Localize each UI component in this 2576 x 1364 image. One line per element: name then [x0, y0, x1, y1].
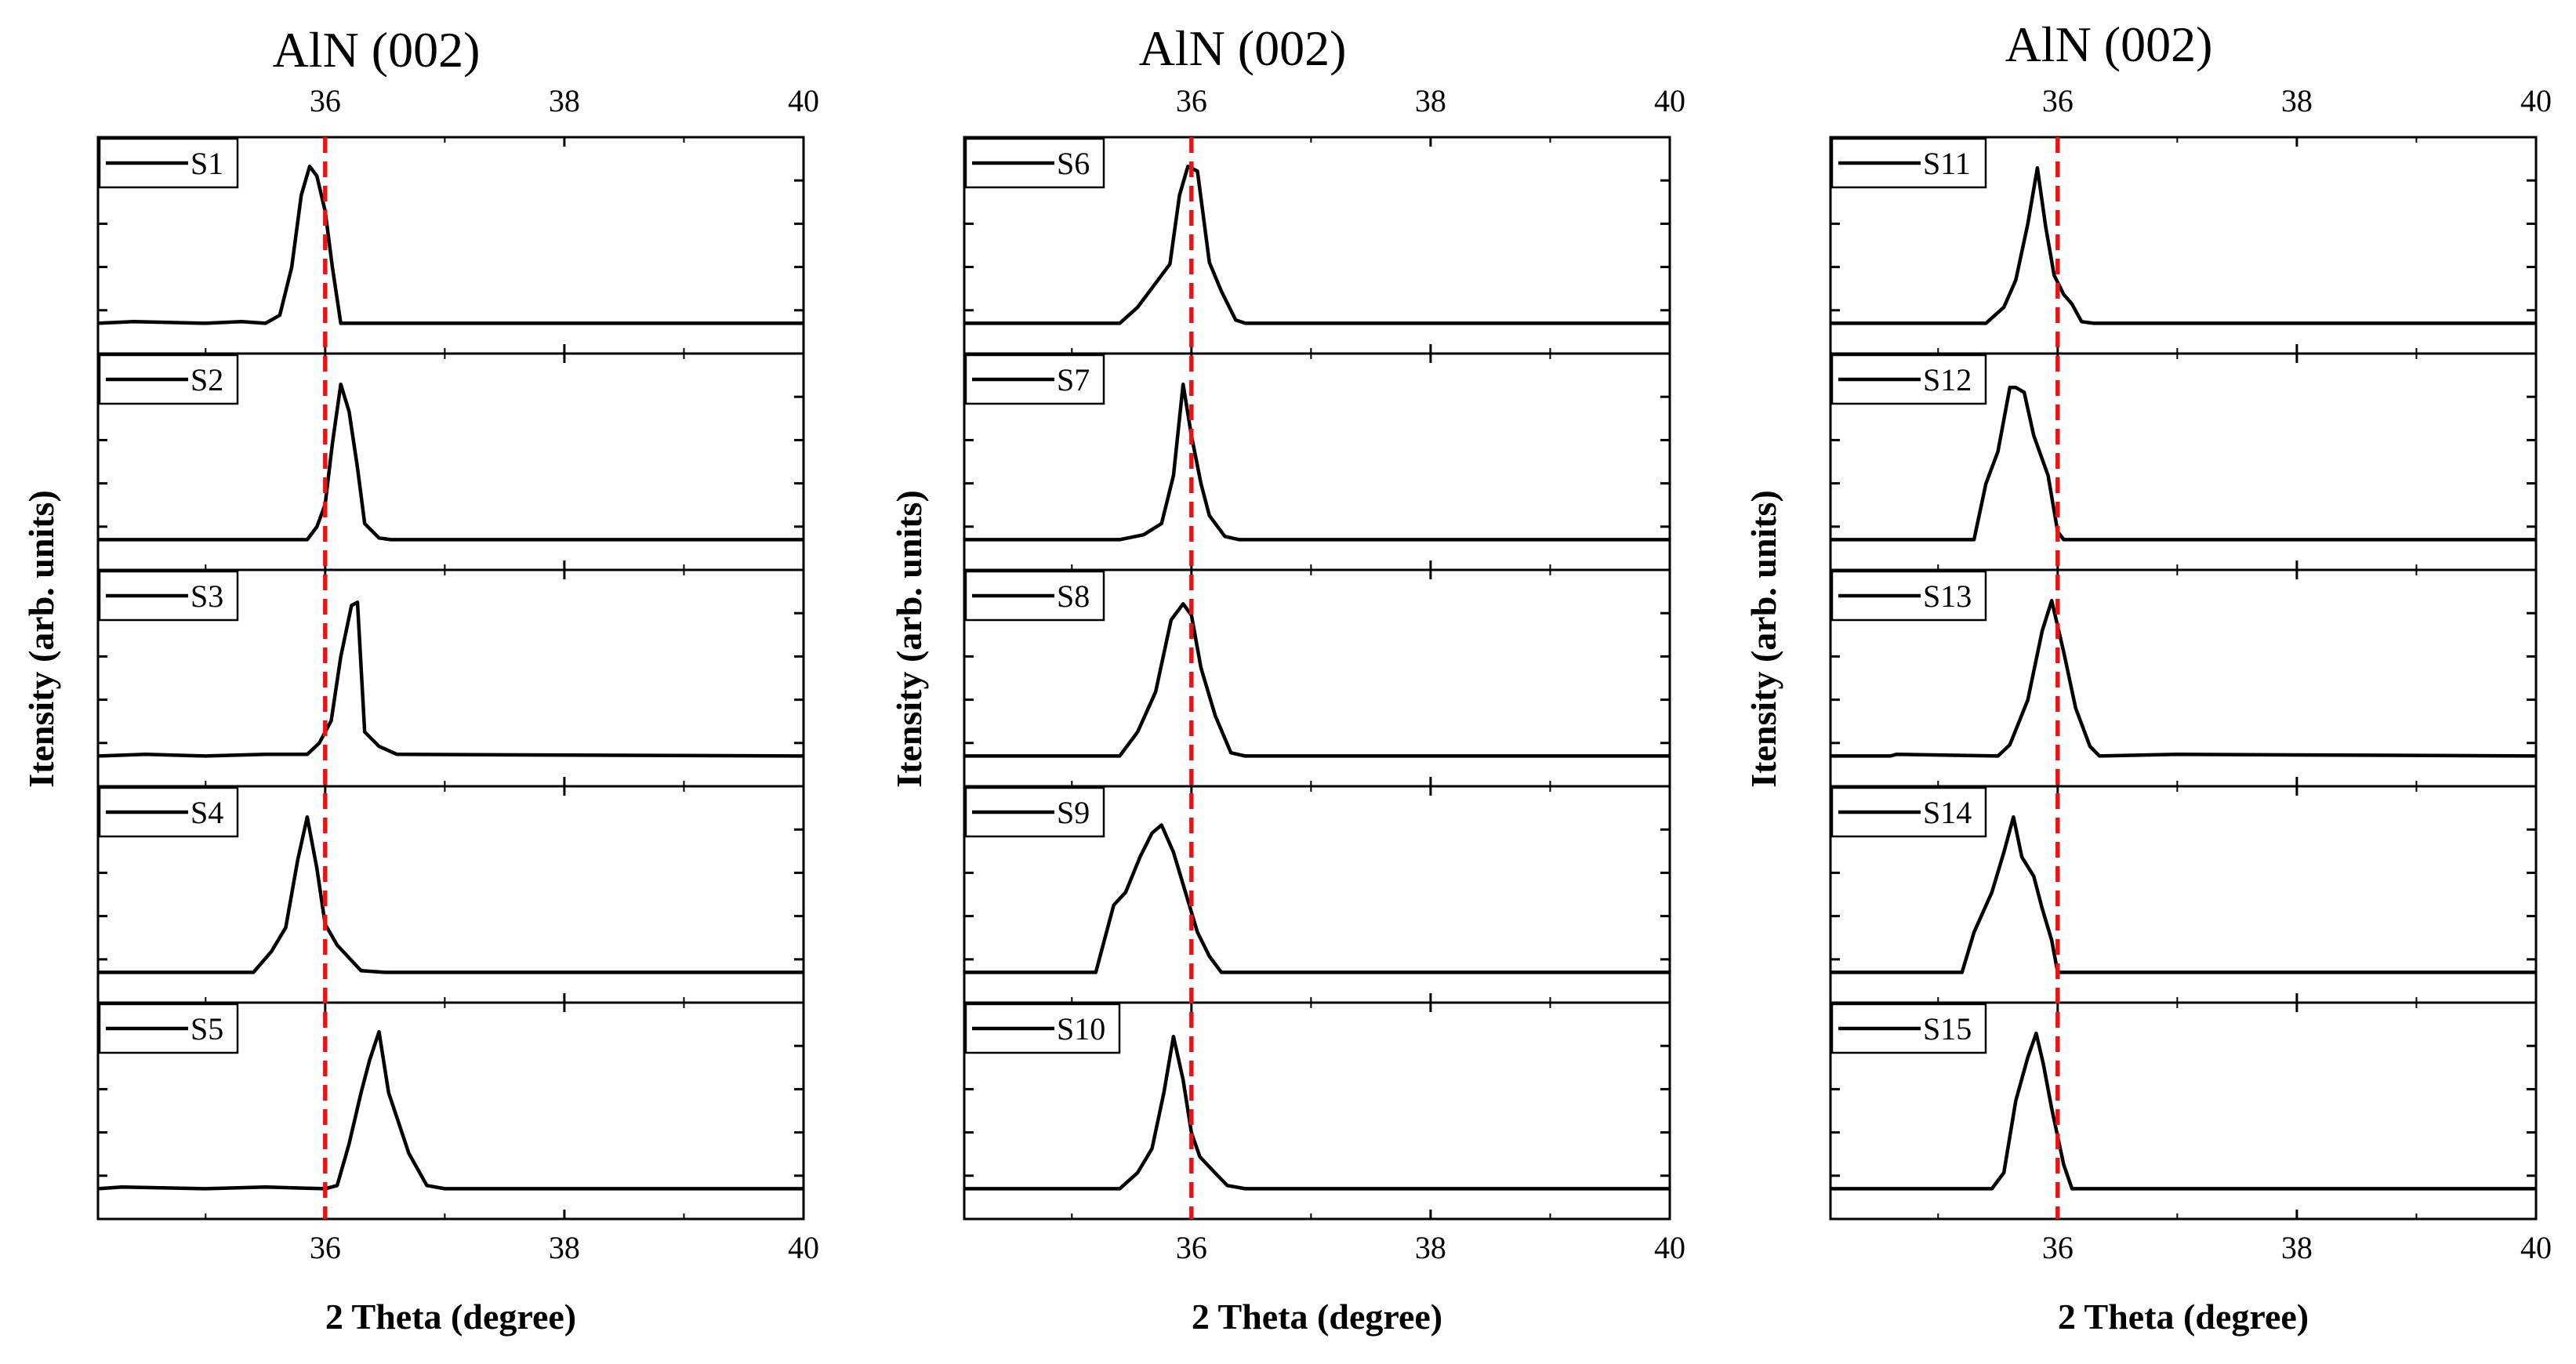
legend-s13: S13	[1830, 570, 1987, 622]
subplot-s9: S9	[963, 785, 1671, 1004]
subplot-s8: S8	[963, 568, 1671, 788]
legend-label: S6	[1057, 146, 1090, 181]
series-line-s3	[97, 600, 804, 758]
top-tick-label: 40	[788, 83, 819, 118]
legend-label: S11	[1923, 146, 1971, 181]
top-tick-label: 36	[2042, 83, 2073, 118]
legend-label: S15	[1923, 1011, 1972, 1047]
chart-panel-2: AlN (002) S6 S7 S8 S9 S10 36 38 40 36 38 40 2 Theta …	[889, 20, 1685, 1337]
panel-title: AlN (002)	[1139, 20, 1347, 76]
bottom-tick-label: 36	[1176, 1230, 1207, 1265]
top-tick-label: 38	[1415, 83, 1446, 118]
x-axis-label: 2 Theta (degree)	[1192, 1297, 1442, 1337]
legend-label: S10	[1057, 1011, 1105, 1047]
subplot-s12: S12	[1829, 352, 2538, 571]
panel-title: AlN (002)	[273, 22, 481, 78]
subplot-frame	[963, 1001, 1671, 1221]
legend-label: S12	[1923, 362, 1972, 397]
series-line-s8	[964, 602, 1670, 758]
subplot-s4: S4	[96, 785, 805, 1004]
legend-label: S4	[190, 795, 223, 830]
subplot-s10: S10	[963, 1001, 1671, 1221]
top-tick-label: 36	[1176, 83, 1207, 118]
legend-label: S5	[190, 1011, 223, 1047]
bottom-tick-label: 40	[1654, 1230, 1685, 1265]
legend-s15: S15	[1830, 1003, 1987, 1054]
legend-s12: S12	[1830, 354, 1987, 405]
legend-s6: S6	[964, 137, 1105, 189]
series-line-s4	[98, 814, 804, 974]
panel-title: AlN (002)	[2005, 16, 2213, 72]
legend-s9: S9	[964, 786, 1105, 838]
series-line-s11	[1830, 165, 2536, 325]
y-axis-label: Itensity (arb. units)	[1743, 490, 1783, 788]
bottom-tick-label: 38	[1415, 1230, 1446, 1265]
series-line-s6	[964, 164, 1670, 325]
legend-s2: S2	[98, 354, 239, 405]
bottom-tick-label: 36	[310, 1230, 341, 1265]
subplot-s5: S5	[96, 1001, 805, 1221]
series-line-s10	[964, 1035, 1670, 1191]
series-line-s13	[1830, 598, 2537, 758]
top-tick-label: 36	[310, 83, 341, 118]
x-axis-label: 2 Theta (degree)	[2058, 1297, 2309, 1337]
series-line-s15	[1830, 1031, 2536, 1191]
legend-label: S8	[1057, 579, 1090, 614]
bottom-tick-label: 40	[788, 1230, 819, 1265]
legend-s3: S3	[98, 570, 239, 622]
subplot-frame	[1829, 1001, 2538, 1221]
bottom-tick-label: 36	[2042, 1230, 2073, 1265]
chart-panel-1: AlN (002) S1 S2 S3 S4 S5 36 38 40 36 38 40 2 Theta (…	[21, 22, 819, 1337]
legend-s8: S8	[964, 570, 1105, 622]
top-tick-label: 40	[1654, 83, 1685, 118]
legend-label: S1	[190, 146, 223, 181]
legend-s7: S7	[964, 354, 1105, 405]
bottom-tick-label: 40	[2520, 1230, 2552, 1265]
legend-label: S2	[190, 362, 223, 397]
legend-s11: S11	[1830, 137, 1987, 189]
subplot-s2: S2	[96, 352, 805, 571]
series-line-s2	[98, 382, 804, 542]
top-tick-label: 38	[549, 83, 580, 118]
series-line-s5	[97, 1029, 804, 1191]
subplot-s15: S15	[1829, 1001, 2538, 1221]
subplot-s13: S13	[1829, 568, 2538, 788]
y-axis-label: Itensity (arb. units)	[889, 490, 929, 788]
chart-panel-3: AlN (002) S11 S12 S13 S14 S15 36 38 40 36 38 40 2 Th…	[1743, 16, 2552, 1337]
legend-s4: S4	[98, 786, 239, 838]
subplot-frame	[96, 1001, 805, 1221]
x-axis-label: 2 Theta (degree)	[325, 1297, 576, 1337]
series-line-s1	[97, 164, 804, 325]
bottom-tick-label: 38	[2281, 1230, 2313, 1265]
legend-s1: S1	[98, 137, 239, 189]
subplot-s7: S7	[963, 352, 1671, 571]
bottom-tick-label: 38	[549, 1230, 580, 1265]
legend-label: S7	[1057, 362, 1090, 397]
series-line-s12	[1830, 386, 2536, 542]
series-line-s9	[964, 823, 1670, 974]
top-tick-label: 38	[2281, 83, 2313, 118]
legend-s10: S10	[964, 1003, 1121, 1054]
legend-s5: S5	[98, 1003, 239, 1054]
legend-label: S13	[1923, 579, 1972, 614]
y-axis-label: Itensity (arb. units)	[21, 490, 61, 788]
legend-label: S3	[190, 579, 223, 614]
subplot-s1: S1	[96, 136, 805, 355]
subplot-s3: S3	[96, 568, 805, 788]
legend-label: S9	[1057, 795, 1090, 830]
legend-s14: S14	[1830, 786, 1987, 838]
series-line-s7	[964, 382, 1670, 542]
subplot-s6: S6	[963, 136, 1671, 355]
top-tick-label: 40	[2520, 83, 2552, 118]
legend-label: S14	[1923, 795, 1972, 830]
legend-box	[1830, 1003, 1987, 1054]
subplot-s14: S14	[1829, 785, 2538, 1004]
subplot-s11: S11	[1829, 136, 2538, 355]
series-line-s14	[1830, 814, 2536, 974]
